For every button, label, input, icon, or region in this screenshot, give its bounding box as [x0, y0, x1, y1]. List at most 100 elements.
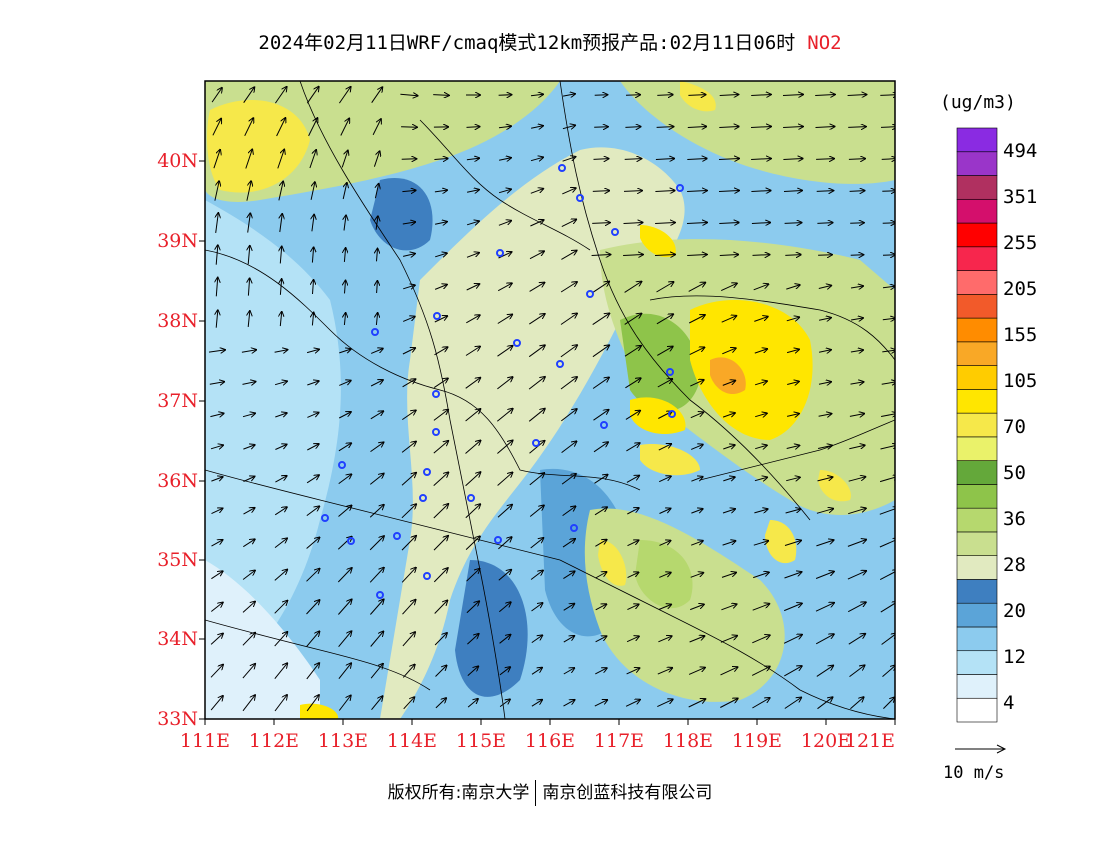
wind-arrow	[562, 157, 576, 162]
wind-arrow	[280, 214, 282, 233]
wind-arrow	[754, 477, 767, 480]
wind-arrow	[274, 507, 287, 516]
wind-arrow	[882, 223, 895, 224]
wind-arrow	[466, 221, 479, 225]
wind-arrow	[561, 251, 576, 260]
wind-arrow	[687, 159, 706, 160]
colorbar-segment	[956, 151, 998, 176]
wind-arrow	[818, 382, 831, 384]
wind-arrow	[562, 125, 575, 128]
wind-arrow	[370, 664, 383, 679]
wind-arrow	[344, 313, 345, 326]
wind-arrow	[242, 664, 255, 679]
wind-arrow	[751, 191, 770, 192]
wind-arrow	[816, 666, 833, 677]
wind-arrow	[721, 316, 737, 323]
wind-arrow	[786, 285, 799, 290]
footer-right: 南京创蓝科技有限公司	[542, 783, 713, 803]
wind-arrow	[563, 94, 575, 96]
wind-arrow	[243, 87, 255, 103]
wind-arrow	[467, 666, 478, 676]
wind-arrow	[784, 572, 802, 579]
wind-arrow	[274, 87, 286, 104]
wind-arrow	[656, 127, 674, 128]
wind-arrow	[562, 188, 575, 195]
wind-arrow	[344, 216, 346, 231]
axis-ticks	[199, 160, 896, 725]
colorbar-segment	[956, 531, 998, 556]
wind-arrow	[786, 446, 800, 449]
colorbar-segment	[956, 626, 998, 652]
wind-arrow	[754, 381, 767, 385]
wind-arrow	[339, 349, 350, 353]
wind-arrow	[280, 247, 281, 264]
wind-arrow	[274, 538, 287, 548]
wind-arrow	[210, 445, 223, 449]
wind-arrow	[433, 504, 448, 519]
wind-arrow	[848, 159, 865, 160]
wind-arrow	[402, 665, 414, 678]
wind-arrow	[783, 127, 803, 128]
wind-arrow	[625, 378, 640, 389]
wind-arrow	[529, 473, 544, 486]
wind-arrow	[689, 636, 705, 643]
wind-arrow	[465, 504, 480, 519]
wind-arrow	[850, 382, 864, 384]
wind-arrow	[306, 538, 320, 549]
wind-arrow	[242, 695, 255, 712]
wind-arrow	[401, 473, 416, 486]
title-main: 2024年02月11日WRF/cmaq模式12km预报产品:02月11日06时	[258, 32, 796, 54]
wind-arrow	[465, 409, 481, 422]
wind-arrow	[338, 600, 351, 615]
wind-arrow	[401, 536, 416, 551]
wind-arrow	[497, 377, 512, 390]
wind-arrow	[623, 255, 643, 256]
wind-arrow	[719, 95, 739, 96]
wind-arrow	[243, 445, 254, 450]
wind-arrow	[882, 350, 895, 352]
wind-arrow	[434, 222, 447, 225]
wind-arrow	[592, 191, 609, 192]
wind-arrow	[626, 636, 639, 643]
wind-arrow	[402, 600, 416, 615]
wind-arrow	[530, 220, 543, 227]
wind-arrow	[818, 286, 831, 289]
wind-arrow	[719, 255, 738, 256]
colorbar-label: 4	[1003, 692, 1015, 714]
wind-arrow	[274, 381, 287, 384]
wind-arrow	[659, 573, 670, 578]
wind-arrow	[369, 474, 383, 485]
wind-arrow	[313, 280, 314, 295]
lon-label: 119E	[731, 730, 783, 752]
wind-arrow	[688, 283, 706, 292]
wind-arrow	[529, 441, 545, 454]
wind-arrow	[309, 150, 316, 169]
wind-arrow	[849, 414, 864, 417]
wind-arrow	[752, 604, 770, 611]
wind-arrow	[658, 605, 671, 610]
wind-arrow	[815, 127, 835, 128]
wind-arrow	[531, 126, 543, 128]
wind-arrow	[626, 476, 639, 483]
wind-arrow	[213, 150, 220, 169]
wind-arrow	[625, 95, 640, 96]
wind-arrow	[657, 347, 672, 356]
lat-label: 38N	[157, 310, 198, 332]
wind-arrow	[625, 127, 640, 128]
wind-arrow	[528, 345, 545, 358]
wind-arrow	[623, 191, 642, 192]
wind-arrow	[752, 635, 769, 644]
wind-arrow	[563, 700, 575, 707]
wind-arrow	[241, 350, 256, 352]
wind-arrow	[402, 410, 415, 421]
wind-arrow	[656, 282, 674, 293]
wind-arrow	[659, 509, 671, 514]
wind-arrow	[879, 539, 895, 548]
wind-arrow	[687, 255, 707, 256]
wind-arrow	[210, 603, 222, 612]
wind-arrow	[278, 182, 283, 201]
wind-arrow	[306, 663, 319, 680]
wind-arrow	[242, 413, 255, 416]
wind-arrow	[690, 573, 704, 578]
wind-arrow	[466, 158, 479, 160]
